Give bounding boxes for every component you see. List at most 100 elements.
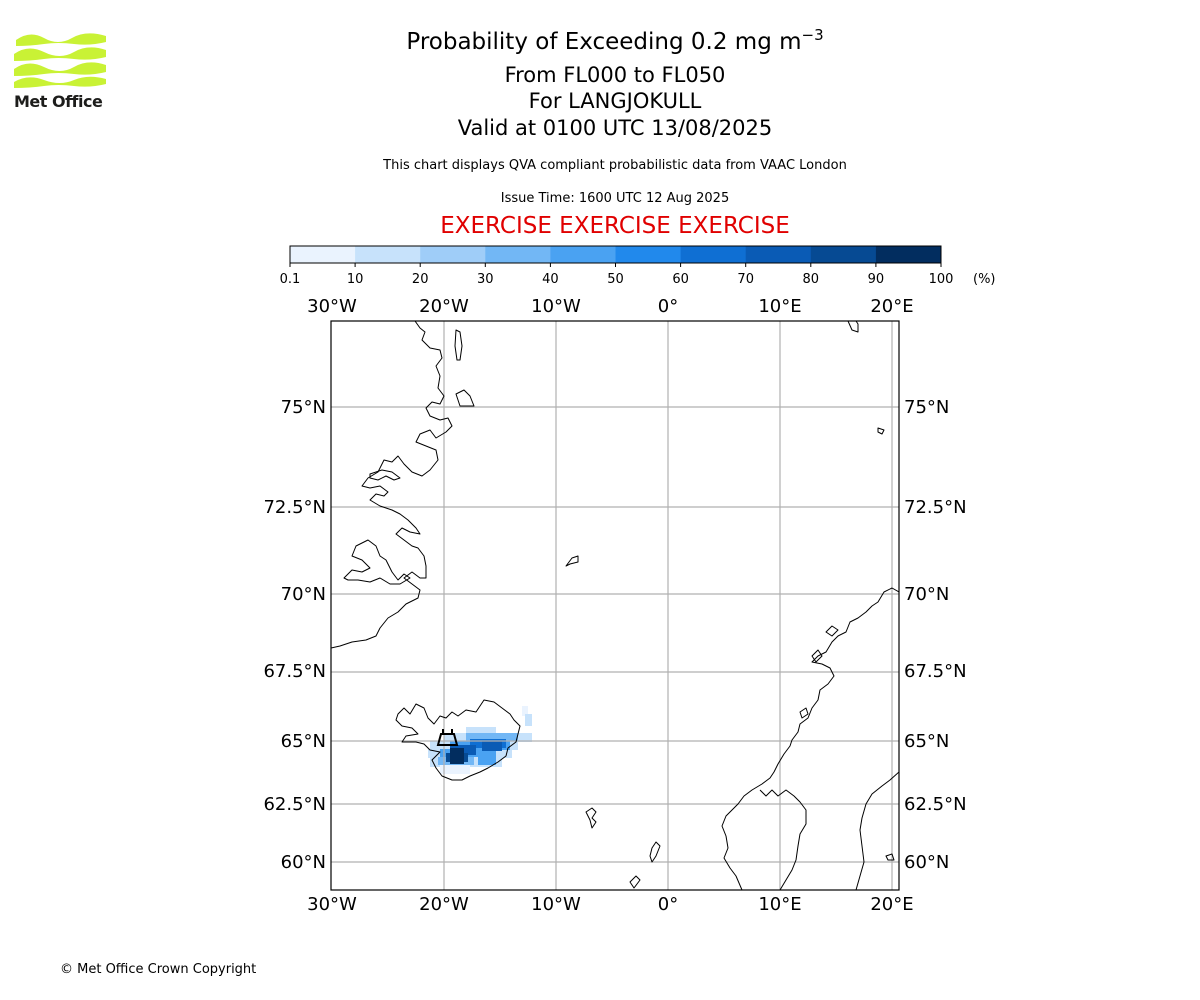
lon-label: 0° (658, 296, 678, 317)
colorbar-segment (680, 246, 747, 263)
colorbar-ticks: 0.1 10 20 30 40 50 60 70 80 90 100 (280, 263, 954, 287)
colorbar-tick-label: 10 (347, 272, 364, 287)
sweden-coastline (855, 771, 899, 890)
lat-label: 62.5°N (263, 794, 326, 815)
lat-labels-left: 75°N 72.5°N 70°N 67.5°N 65°N 62.5°N 60°N (263, 397, 326, 873)
lat-label: 62.5°N (904, 794, 967, 815)
lon-labels-bottom: 30°W 20°W 10°W 0° 10°E 20°E (307, 894, 913, 915)
chart-description: This chart displays QVA compliant probab… (383, 158, 847, 173)
lat-label: 70°N (281, 584, 326, 605)
colorbar-segment (615, 246, 682, 263)
iceland-coastline (395, 699, 521, 781)
map-gridlines (331, 321, 899, 890)
colorbar (289, 245, 942, 264)
lat-label: 60°N (904, 852, 949, 873)
chart-title-text: Probability of Exceeding 0.2 mg m (406, 29, 802, 55)
lat-label: 60°N (281, 852, 326, 873)
colorbar-segment (745, 246, 812, 263)
norway-fjord (759, 789, 807, 890)
greenland-coastline (331, 321, 453, 649)
copyright-notice: © Met Office Crown Copyright (60, 962, 257, 977)
met-office-wave-icon (14, 33, 106, 88)
colorbar-segment (420, 246, 486, 263)
norway-coastline (721, 587, 899, 890)
bear-island-coastline (877, 427, 885, 435)
norway-island (885, 853, 895, 861)
colorbar-tick-label: 90 (868, 272, 885, 287)
colorbar-tick-label: 50 (607, 272, 624, 287)
lon-label: 20°W (419, 296, 469, 317)
lon-label: 30°W (307, 894, 357, 915)
prob-cell (466, 727, 496, 736)
colorbar-segment (290, 246, 356, 263)
colorbar-tick-label: 40 (542, 272, 559, 287)
lon-label: 0° (658, 894, 678, 915)
lon-label: 20°E (870, 894, 913, 915)
svalbard-coastline (847, 321, 859, 333)
shetland-coastline (649, 841, 661, 863)
greenland-island (454, 329, 463, 361)
colorbar-segment (875, 246, 942, 263)
colorbar-tick-label: 0.1 (280, 272, 301, 287)
flight-level-range: From FL000 to FL050 (504, 63, 726, 87)
lat-label: 65°N (904, 731, 949, 752)
chart-title-unit-exponent: −3 (801, 26, 824, 44)
colorbar-tick-label: 70 (737, 272, 754, 287)
lat-label: 65°N (281, 731, 326, 752)
lon-label: 30°W (307, 296, 357, 317)
greenland-inner-fjord (369, 469, 401, 481)
colorbar-unit-label: (%) (973, 272, 996, 287)
prob-cell (466, 733, 518, 741)
lon-label: 10°E (758, 894, 801, 915)
met-office-logo-text: Met Office (14, 92, 103, 111)
lat-label: 72.5°N (904, 497, 967, 518)
prob-cell (522, 706, 528, 716)
prob-cell (525, 714, 532, 726)
jan-mayen-coastline (565, 555, 579, 567)
greenland-island (455, 389, 475, 407)
prob-cell (478, 757, 496, 765)
orkney-coastline (629, 875, 641, 889)
norway-island (799, 707, 809, 719)
norway-island (825, 625, 839, 637)
colorbar-tick-label: 60 (672, 272, 689, 287)
lat-label: 75°N (281, 397, 326, 418)
issue-time: Issue Time: 1600 UTC 12 Aug 2025 (500, 191, 730, 206)
prob-cell (450, 748, 464, 764)
chart-title: Probability of Exceeding 0.2 mg m−3 (0, 26, 1200, 55)
map-background (331, 321, 899, 890)
volcano-name: For LANGJOKULL (528, 89, 702, 113)
probability-field (428, 706, 532, 774)
valid-time: Valid at 0100 UTC 13/08/2025 (457, 116, 773, 140)
colorbar-segment (355, 246, 421, 263)
lon-label: 20°W (419, 894, 469, 915)
lat-label: 67.5°N (904, 661, 967, 682)
prob-cell (482, 741, 502, 751)
coastlines (331, 321, 899, 890)
lon-label: 10°E (758, 296, 801, 317)
lat-label: 75°N (904, 397, 949, 418)
lon-labels-top: 30°W 20°W 10°W 0° 10°E 20°E (307, 296, 913, 317)
lat-labels-right: 75°N 72.5°N 70°N 67.5°N 65°N 62.5°N 60°N (904, 397, 967, 873)
exercise-banner: EXERCISE EXERCISE EXERCISE (440, 213, 790, 239)
prob-cell (440, 765, 470, 774)
lat-label: 70°N (904, 584, 949, 605)
met-office-logo: Met Office (14, 30, 108, 112)
colorbar-tick-label: 20 (412, 272, 429, 287)
lon-label: 20°E (870, 296, 913, 317)
faroe-islands-coastline (585, 807, 597, 829)
colorbar-segment (485, 246, 551, 263)
colorbar-segment (810, 246, 877, 263)
norway-island (811, 649, 823, 663)
map-frame (330, 320, 900, 891)
colorbar-tick-label: 80 (803, 272, 820, 287)
colorbar-tick-label: 100 (929, 272, 954, 287)
greenland-inner-fjord (343, 539, 411, 585)
lat-label: 67.5°N (263, 661, 326, 682)
colorbar-segment (550, 246, 616, 263)
volcano-triangle-icon (436, 729, 459, 746)
lon-label: 10°W (531, 296, 581, 317)
colorbar-tick-label: 30 (477, 272, 494, 287)
lon-label: 10°W (531, 894, 581, 915)
